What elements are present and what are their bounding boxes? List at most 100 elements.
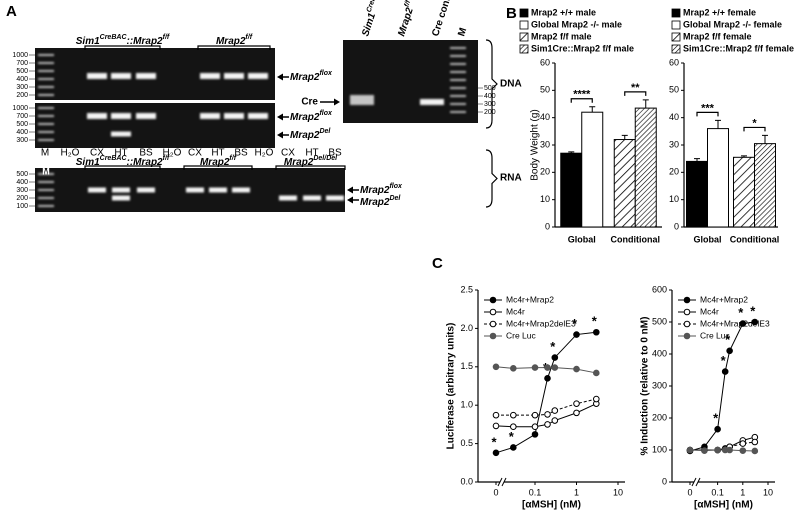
gel-band [38,205,54,207]
y-tick-label: 0.5 [460,438,473,448]
y-axis-label: % Induction (relative to 0 nM) [640,317,651,456]
data-point [544,421,551,428]
gel-band [38,123,54,125]
text-segment: f/f [245,34,252,41]
x-tick-label: Conditional [730,234,780,244]
data-point [721,368,729,375]
significance-label: ** [631,82,640,94]
text-segment: ::Mrap2 [127,36,164,47]
lane-label: H₂O [163,148,182,159]
data-point [531,423,539,431]
x-tick-label: Global [693,234,721,244]
ladder-size: 700 [16,60,28,67]
text-segment: Mrap2 [360,185,390,196]
data-point [573,400,580,407]
text-segment: Cre control [430,0,457,38]
text-segment: Mrap2 [396,6,416,38]
bracket [696,111,719,117]
gel-band [200,73,220,79]
data-point [739,320,747,327]
lane-label: BS [234,148,248,159]
gel-band [38,86,54,88]
gel-band [38,189,54,191]
y-tick-label: 0 [674,221,679,231]
text-segment: CreBAC [100,34,128,41]
text-segment: f/f [404,0,413,8]
gel-band [450,71,466,73]
data-point [551,407,559,414]
bracket [183,165,253,170]
y-tick-label: 500 [652,316,667,326]
lane-label: HT [211,148,224,159]
significance-label: **** [573,89,591,101]
significance-label: * [752,117,757,129]
lane-label: M [41,148,49,159]
lane-label: CX [281,148,295,159]
section-label: RNA [500,173,522,184]
text-segment: Mrap2 [284,157,314,168]
legend-marker [489,296,497,304]
lane-label: HT [114,148,127,159]
x-axis-label: [αMSH] (nM) [694,500,753,511]
legend-label: Cre Luc [506,330,537,340]
gel-band [350,95,374,105]
bar [686,160,708,228]
panel-label: B [506,5,517,22]
text-segment: ::Mrap2 [127,157,164,168]
legend-label: Mrap2 +/+ male [531,7,596,17]
group-label: Mrap2Del/Del [284,155,338,167]
ladder-size: 700 [16,113,28,120]
gel-band [136,113,156,119]
text-segment: Mrap2 [360,197,390,208]
error-bar [715,119,721,129]
y-tick-label: 10 [540,194,550,204]
gel-band [450,47,466,49]
gel-band [186,187,204,193]
legend-swatch [519,8,529,18]
y-tick-label: 0.0 [460,476,473,486]
ladder-size: 300 [484,101,496,108]
significance-label: * [750,303,756,318]
y-tick-label: 20 [669,167,679,177]
y-tick-label: 0 [662,476,667,486]
y-tick-label: 40 [669,112,679,122]
gel-band [112,195,130,201]
significance-label: * [550,339,556,354]
ladder-size: 1000 [12,52,28,59]
ladder-size: 500 [16,68,28,75]
arrow-head [347,186,353,194]
text-segment: Mrap2 [200,157,230,168]
y-tick-label: 200 [652,412,667,422]
y-tick-label: 50 [540,85,550,95]
legend-label: Mc4r [700,306,719,316]
gel-band [38,54,54,56]
ladder-size: 100 [16,203,28,210]
ladder-size: 500 [16,121,28,128]
gel-band [450,103,466,105]
gel-band [38,62,54,64]
legend-swatch [671,20,681,30]
gel-band [224,73,244,79]
bar [754,143,776,228]
gel [35,103,275,148]
legend-label: Global Mrap2 -/- female [683,19,782,29]
error-bar [621,134,628,140]
band-label: Cre [301,97,318,108]
gel-band [450,87,466,89]
data-point [573,331,580,338]
gel-band [38,70,54,72]
data-point [573,365,580,373]
lane-label: M [42,166,50,176]
gel-band [232,187,250,193]
data-point [573,409,580,417]
bar [560,152,583,228]
data-point [544,375,551,382]
bracket [743,126,766,132]
gel-band [303,195,321,201]
data-point [714,425,721,433]
significance-label: * [725,332,731,347]
data-point [510,423,517,431]
section-bracket [485,39,498,129]
text-segment: CreBAC [100,155,128,162]
gel-band [38,115,54,117]
